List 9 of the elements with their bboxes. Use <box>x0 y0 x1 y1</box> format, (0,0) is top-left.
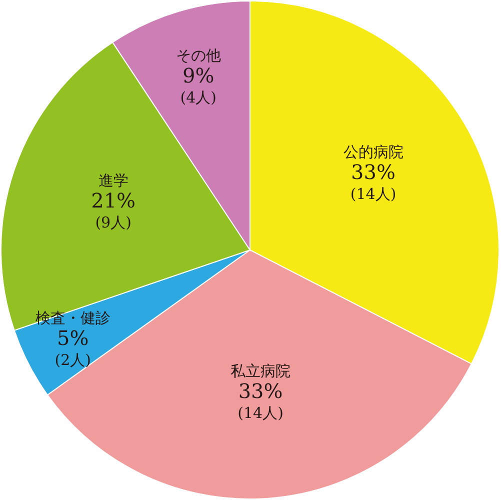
slice-label: 公的病院 <box>343 142 404 161</box>
data-label: 21% (9人) <box>91 188 136 232</box>
slice-label: その他 <box>176 46 221 64</box>
data-label: 9% (4人) <box>180 63 216 106</box>
data-label: 33% (14人) <box>238 379 284 422</box>
data-label: 5% (2人) <box>54 326 91 370</box>
slice-label: 私立病院 <box>230 362 291 380</box>
slice-label: 進学 <box>98 171 128 190</box>
data-label: 33% (14人) <box>350 160 396 203</box>
